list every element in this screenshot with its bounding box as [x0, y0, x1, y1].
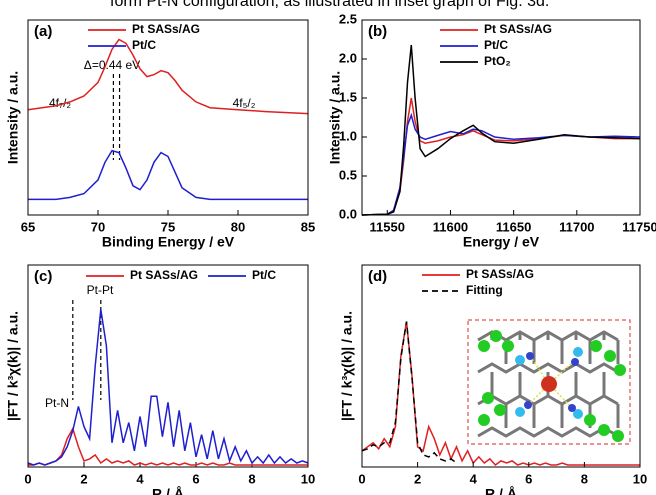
series-line	[28, 309, 308, 465]
x-tick-label: 11650	[496, 219, 531, 234]
legend-label: PtO₂	[484, 54, 511, 68]
series-line	[362, 322, 457, 463]
plot-frame	[28, 20, 308, 215]
x-tick-label: 4	[470, 471, 478, 486]
x-tick-label: 8	[581, 471, 588, 486]
figure: form Pt-N configuration, as illustrated …	[0, 0, 656, 495]
legend-label: Pt SASs/AG	[484, 22, 552, 36]
y-axis-label: Intensity / a.u.	[327, 71, 343, 164]
panel-label: (b)	[368, 23, 387, 40]
x-axis-label: Binding Energy / eV	[102, 234, 235, 250]
annotation: Δ=0.44 eV	[84, 58, 140, 72]
legend-label: Pt SASs/AG	[466, 267, 534, 281]
annotation: Pt-Pt	[87, 283, 114, 297]
x-tick-label: 6	[192, 471, 199, 486]
y-tick-label: 0.0	[339, 206, 357, 221]
x-tick-label: 11550	[370, 219, 405, 234]
x-tick-label: 80	[231, 219, 245, 234]
legend-label: Pt SASs/AG	[130, 268, 198, 282]
x-tick-label: 70	[91, 219, 105, 234]
x-tick-label: 0	[358, 471, 365, 486]
x-tick-label: 11750	[622, 219, 656, 234]
x-tick-label: 0	[24, 471, 31, 486]
series-line	[28, 151, 308, 200]
y-axis-label: Intensity / a.u.	[5, 71, 21, 164]
legend-label: Pt/C	[252, 268, 276, 282]
y-tick-label: 2.5	[339, 11, 357, 26]
x-tick-label: 10	[633, 471, 647, 486]
series-line	[28, 40, 308, 114]
x-tick-label: 10	[301, 471, 315, 486]
y-axis-label: |FT / k³χ(k)| / a.u.	[5, 311, 21, 421]
x-tick-label: 2	[414, 471, 421, 486]
x-tick-label: 6	[525, 471, 532, 486]
panel-label: (a)	[34, 23, 52, 40]
legend-label: Pt/C	[484, 38, 508, 52]
x-tick-label: 11600	[433, 219, 468, 234]
legend-label: Pt/C	[132, 38, 156, 52]
y-tick-label: 2.0	[339, 50, 357, 65]
inset-structure	[468, 320, 630, 444]
x-tick-label: 85	[301, 219, 315, 234]
annotation: Pt-N	[45, 396, 69, 410]
x-tick-label: 75	[161, 219, 175, 234]
series-line	[362, 45, 640, 215]
y-axis-label: |FT / k³χ(k)| / a.u.	[339, 311, 355, 421]
x-axis-label: Energy / eV	[463, 234, 540, 250]
annotation: 4f₅/₂	[233, 96, 256, 110]
x-axis-label: R / Å	[485, 486, 517, 495]
panel-label: (d)	[368, 268, 387, 285]
y-tick-label: 0.5	[339, 167, 357, 182]
x-tick-label: 8	[248, 471, 255, 486]
x-tick-label: 4	[136, 471, 144, 486]
legend-label: Fitting	[466, 283, 503, 297]
legend-label: Pt SASs/AG	[132, 22, 200, 36]
x-tick-label: 2	[80, 471, 87, 486]
x-tick-label: 65	[21, 219, 35, 234]
x-axis-label: R / Å	[152, 486, 184, 495]
panel-label: (c)	[34, 268, 52, 285]
caption-fragment: form Pt-N configuration, as illustrated …	[110, 0, 549, 10]
x-tick-label: 11700	[559, 219, 594, 234]
